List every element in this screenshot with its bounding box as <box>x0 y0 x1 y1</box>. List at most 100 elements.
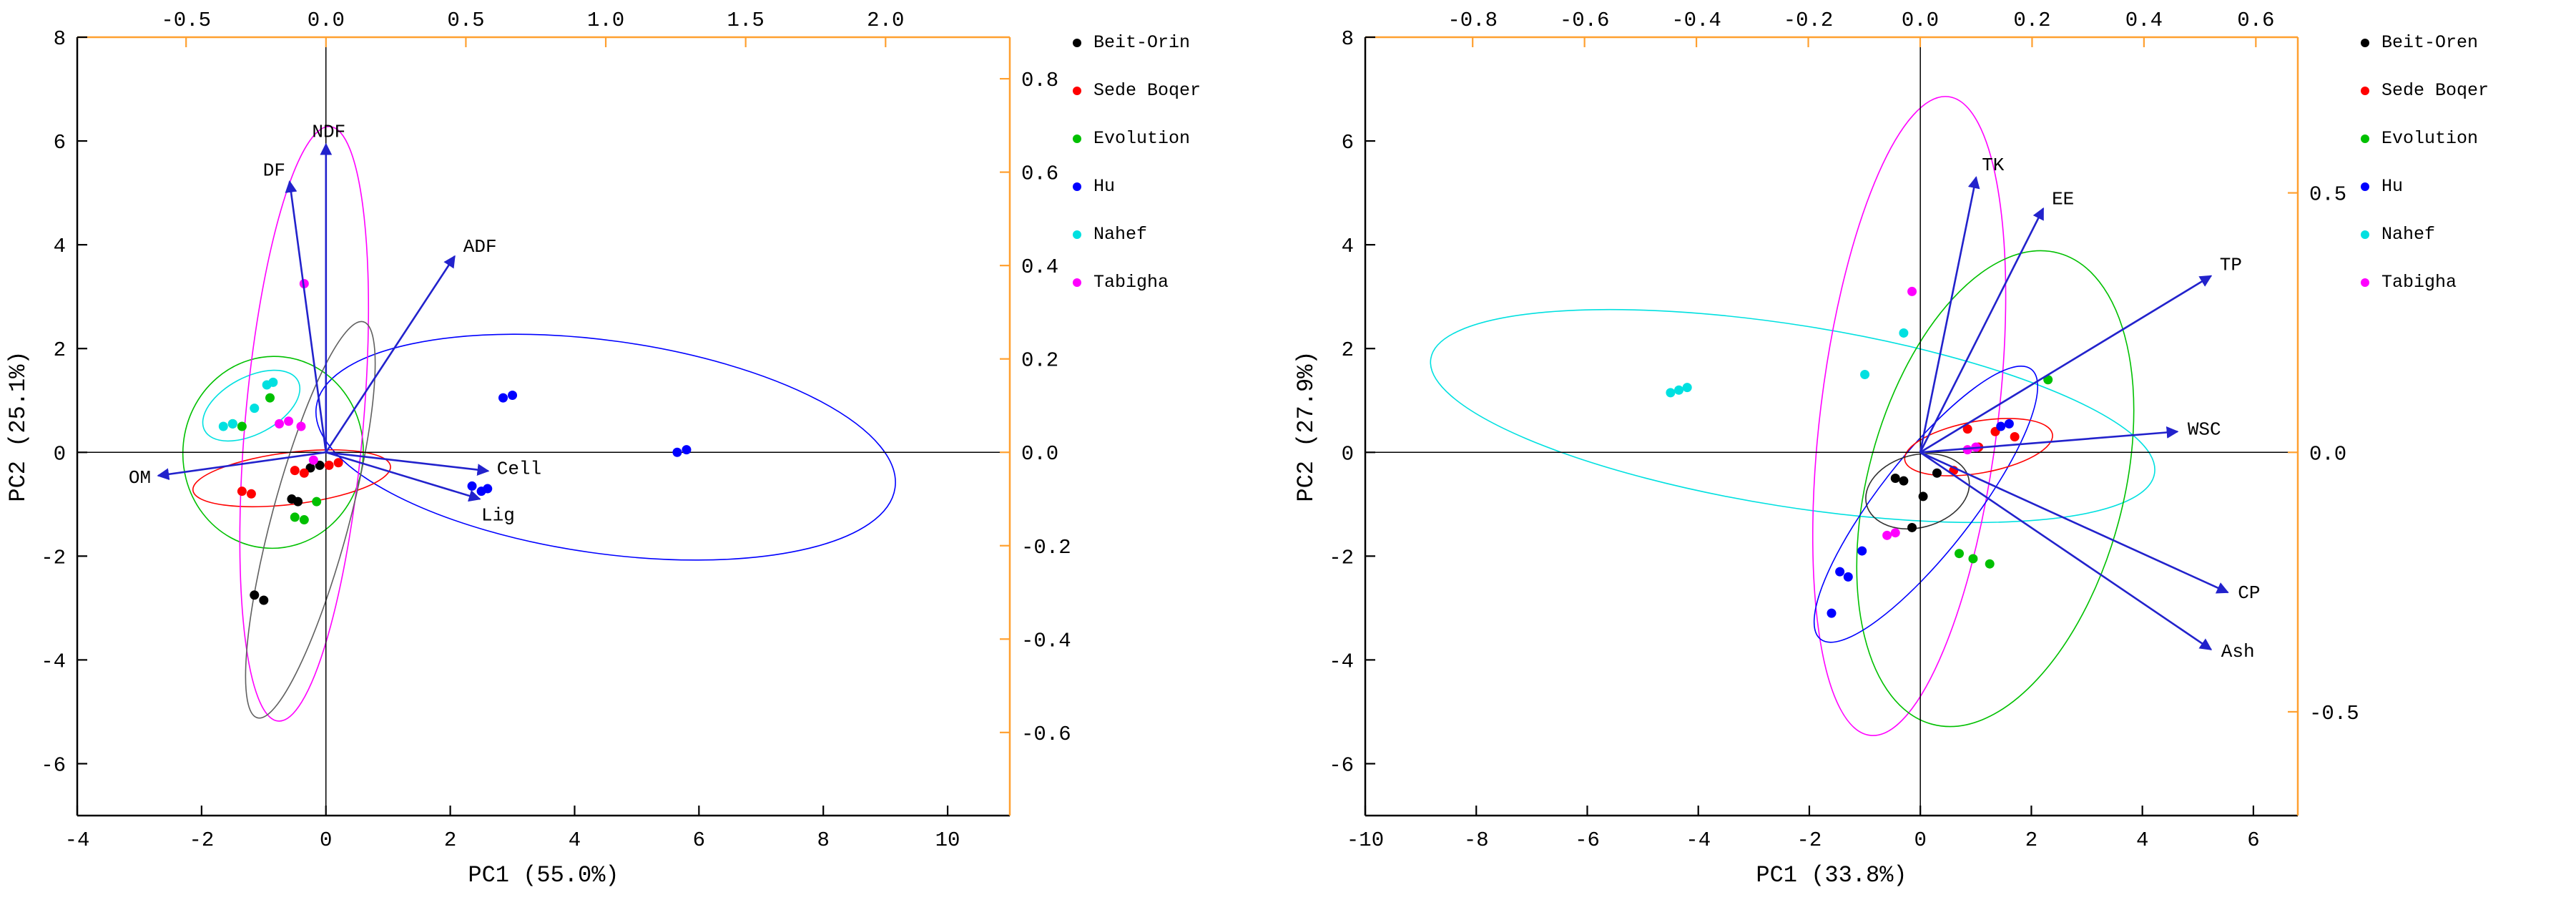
y-tick-label: 0 <box>54 442 66 466</box>
loading-label-tk: TK <box>1982 155 2005 176</box>
y-tick-label: -2 <box>1329 546 1354 569</box>
data-point-nahef <box>227 419 237 429</box>
data-point-nahef <box>268 377 278 387</box>
confidence-ellipse-sede-boqer <box>1904 418 2053 476</box>
loading-arrow-ash <box>1919 451 2213 650</box>
legend-item-beit-oren: Beit-Oren <box>2361 19 2576 67</box>
loading-arrow-df <box>285 180 328 453</box>
legend-item-nahef: Nahef <box>2361 210 2576 258</box>
legend-label: Nahef <box>1093 224 1148 245</box>
loading-x-tick-label: 1.0 <box>587 9 624 32</box>
confidence-ellipse-nahef <box>1430 308 2155 524</box>
data-point-nahef <box>1899 328 1909 338</box>
x-tick-label: 0 <box>320 828 332 852</box>
data-point-sede-boqer <box>324 460 334 470</box>
legend-item-nahef: Nahef <box>1073 210 1288 258</box>
data-point-hu <box>1835 567 1845 577</box>
x-tick-label: -2 <box>1797 828 1822 852</box>
data-point-tabigha <box>1962 445 1972 455</box>
pca-biplot-left: NDF DF ADF Cell Lig OM -4 -2 0 2 4 6 8 10 -6 -4 -2 0 2 4 6 8 -… <box>5 9 1071 889</box>
data-point-sede-boqer <box>333 458 343 468</box>
legend-marker-icon <box>1073 134 1081 143</box>
x-tick-label: -10 <box>1347 828 1384 852</box>
legend-marker-icon <box>1073 278 1081 287</box>
loading-y-tick-label: 0.0 <box>2309 442 2346 466</box>
loading-arrow-cp <box>1919 451 2229 594</box>
data-point-tabigha <box>1907 286 1917 296</box>
y-tick-label: -4 <box>1329 650 1354 673</box>
data-point-tabigha <box>296 421 306 431</box>
loading-y-tick-label: 0.8 <box>1021 69 1058 92</box>
legend-marker-icon <box>1073 182 1081 191</box>
data-point-sede-boqer <box>299 468 309 478</box>
data-point-beit-oren <box>1932 468 1942 478</box>
legend-marker-icon <box>2361 230 2369 239</box>
loading-arrow-tk <box>1919 176 1980 453</box>
loading-y-tick-label: 0.0 <box>1021 442 1058 466</box>
loading-label-tp: TP <box>2220 255 2242 276</box>
legend-item-hu: Hu <box>2361 162 2576 210</box>
y-tick-label: 4 <box>1342 235 1354 258</box>
loading-y-tick-label: 0.4 <box>1021 255 1058 279</box>
panel-right: TK EE TP WSC CP Ash -10 -8 -6 -4 -2 0 2 4 6 -6 -4 -2 0 2 4 6 8… <box>1288 0 2576 900</box>
legend-marker-icon <box>1073 38 1081 47</box>
data-point-beit-oren <box>1899 476 1909 486</box>
x-tick-label: 6 <box>2247 828 2259 852</box>
confidence-ellipse-tabigha <box>1811 96 2007 736</box>
legend-marker-icon <box>2361 182 2369 191</box>
legend-label: Sede Boqer <box>2381 80 2489 101</box>
loading-x-tick-label: 2.0 <box>867 9 904 32</box>
loading-y-tick-label: -0.2 <box>1021 536 1071 559</box>
data-point-nahef <box>218 421 228 431</box>
legend-label: Nahef <box>2381 224 2436 245</box>
loading-x-tick-label: -0.8 <box>1447 9 1498 32</box>
legend-marker-icon <box>2361 278 2369 287</box>
x-tick-label: 0 <box>1914 828 1926 852</box>
legend-item-evolution: Evolution <box>2361 114 2576 162</box>
legend-label: Sede Boqer <box>1093 80 1201 101</box>
x-tick-label: 2 <box>2025 828 2037 852</box>
loading-y-tick-label: -0.4 <box>1021 629 1071 652</box>
confidence-ellipse-hu <box>315 333 896 561</box>
data-point-beit-orin <box>250 590 260 600</box>
y-tick-label: -6 <box>1329 753 1354 777</box>
data-point-hu <box>498 393 508 403</box>
loading-arrow-tp <box>1919 275 2213 454</box>
x-tick-label: -2 <box>189 828 214 852</box>
data-point-nahef <box>1860 369 1870 379</box>
data-point-tabigha <box>275 419 285 429</box>
legend-label: Hu <box>2381 176 2404 197</box>
data-point-evolution <box>237 421 247 431</box>
loading-x-tick-label: 1.5 <box>727 9 765 32</box>
data-point-hu <box>672 447 682 457</box>
loading-label-wsc: WSC <box>2188 419 2221 440</box>
loading-x-tick-label: -0.2 <box>1784 9 1834 32</box>
loading-x-tick-label: 0.0 <box>308 9 345 32</box>
data-point-hu <box>1843 572 1853 582</box>
loading-label-cell: Cell <box>497 458 541 479</box>
data-point-sede-boqer <box>237 486 247 497</box>
data-point-sede-boqer <box>2010 432 2020 442</box>
loading-y-tick-label: 0.5 <box>2309 183 2346 207</box>
legend-item-sede-boqer: Sede Boqer <box>1073 67 1288 114</box>
data-point-hu <box>682 445 692 455</box>
legend-item-beit-orin: Beit-Orin <box>1073 19 1288 67</box>
y-tick-label: 2 <box>1342 338 1354 362</box>
data-point-nahef <box>1682 383 1692 393</box>
data-point-evolution <box>1955 549 1965 559</box>
loading-label-df: DF <box>263 160 285 182</box>
legend-item-tabigha: Tabigha <box>2361 258 2576 306</box>
data-point-beit-oren <box>1890 474 1900 484</box>
legend-marker-icon <box>2361 134 2369 143</box>
loading-x-tick-label: 0.5 <box>447 9 484 32</box>
x-tick-label: -8 <box>1464 828 1489 852</box>
loading-label-ndf: NDF <box>312 121 345 142</box>
confidence-ellipse-beit-oren <box>1865 453 1970 530</box>
legend-marker-icon <box>2361 86 2369 95</box>
y-tick-label: -6 <box>41 753 66 777</box>
y-tick-label: 6 <box>1342 131 1354 155</box>
data-point-hu <box>483 484 493 494</box>
loading-y-tick-label: -0.5 <box>2309 702 2359 725</box>
data-point-tabigha <box>1882 530 1892 540</box>
